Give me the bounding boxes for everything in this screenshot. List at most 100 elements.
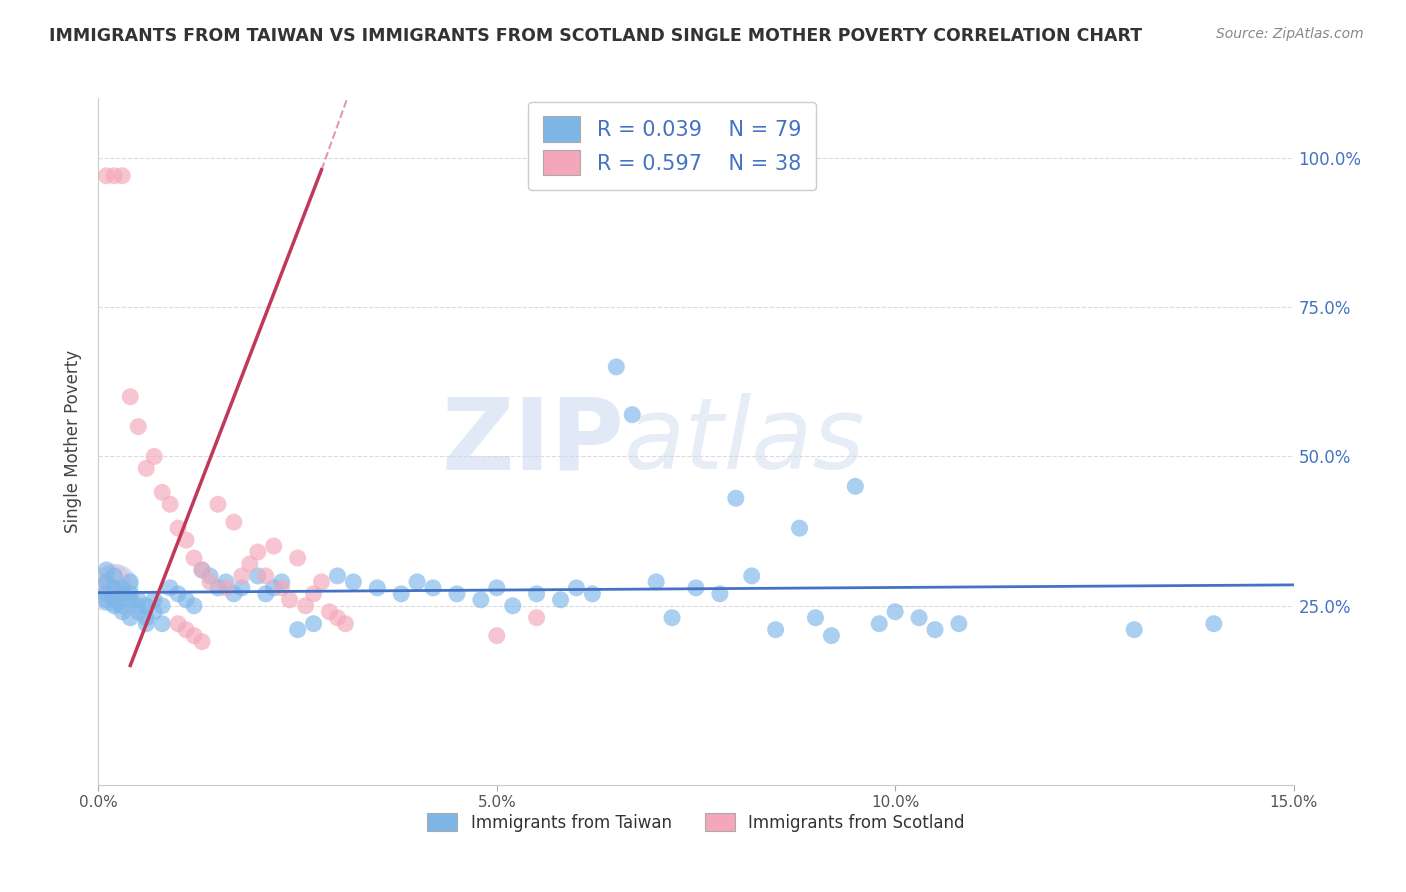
Point <box>103 599 125 613</box>
Point <box>254 587 277 601</box>
Point <box>270 581 292 595</box>
Point <box>96 169 118 183</box>
Point <box>183 599 205 613</box>
Point <box>150 485 173 500</box>
Point <box>103 592 125 607</box>
Text: IMMIGRANTS FROM TAIWAN VS IMMIGRANTS FROM SCOTLAND SINGLE MOTHER POVERTY CORRELA: IMMIGRANTS FROM TAIWAN VS IMMIGRANTS FRO… <box>49 27 1142 45</box>
Point <box>239 557 262 571</box>
Point <box>120 574 142 589</box>
Point <box>103 569 125 583</box>
Point <box>96 574 118 589</box>
Point <box>804 611 827 625</box>
Point <box>183 551 205 566</box>
Point <box>135 599 157 613</box>
Point <box>406 574 429 589</box>
Point <box>389 587 412 601</box>
Point <box>167 587 190 601</box>
Point <box>446 587 468 601</box>
Point <box>724 491 747 506</box>
Point <box>103 574 125 589</box>
Point <box>661 611 683 625</box>
Point <box>685 581 707 595</box>
Point <box>278 592 301 607</box>
Point <box>191 563 214 577</box>
Point <box>191 563 214 577</box>
Point <box>311 574 333 589</box>
Point <box>485 581 508 595</box>
Point <box>120 390 142 404</box>
Point <box>605 359 627 374</box>
Point <box>908 611 931 625</box>
Legend: Immigrants from Taiwan, Immigrants from Scotland: Immigrants from Taiwan, Immigrants from … <box>420 806 972 838</box>
Point <box>150 616 173 631</box>
Point <box>263 539 285 553</box>
Point <box>103 581 125 595</box>
Point <box>526 587 548 601</box>
Point <box>709 587 731 601</box>
Point <box>246 569 269 583</box>
Point <box>470 592 492 607</box>
Point <box>270 574 292 589</box>
Point <box>207 497 229 511</box>
Point <box>127 592 149 607</box>
Text: Source: ZipAtlas.com: Source: ZipAtlas.com <box>1216 27 1364 41</box>
Point <box>741 569 763 583</box>
Point <box>948 616 970 631</box>
Point <box>765 623 787 637</box>
Point <box>96 563 118 577</box>
Point <box>143 450 166 464</box>
Point <box>1123 623 1146 637</box>
Point <box>111 599 134 613</box>
Point <box>120 587 142 601</box>
Point <box>335 616 357 631</box>
Point <box>342 574 364 589</box>
Point <box>135 461 157 475</box>
Point <box>621 408 644 422</box>
Point <box>302 587 325 601</box>
Point <box>924 623 946 637</box>
Point <box>111 587 134 601</box>
Point <box>111 605 134 619</box>
Point <box>120 592 142 607</box>
Point <box>174 623 197 637</box>
Point <box>565 581 588 595</box>
Point <box>103 581 125 595</box>
Point <box>254 569 277 583</box>
Point <box>302 616 325 631</box>
Point <box>294 599 316 613</box>
Point <box>183 629 205 643</box>
Point <box>159 497 181 511</box>
Point <box>167 521 190 535</box>
Point <box>207 581 229 595</box>
Point <box>215 581 238 595</box>
Point <box>143 605 166 619</box>
Point <box>135 611 157 625</box>
Text: ZIP: ZIP <box>441 393 624 490</box>
Point <box>103 169 125 183</box>
Point <box>198 569 221 583</box>
Point <box>167 616 190 631</box>
Point <box>550 592 572 607</box>
Point <box>263 581 285 595</box>
Point <box>191 634 214 648</box>
Point <box>366 581 388 595</box>
Point <box>96 587 118 601</box>
Point <box>159 581 181 595</box>
Point <box>326 611 349 625</box>
Point <box>645 574 668 589</box>
Point <box>844 479 866 493</box>
Point <box>318 605 340 619</box>
Point <box>127 605 149 619</box>
Point <box>96 587 118 601</box>
Point <box>326 569 349 583</box>
Point <box>485 629 508 643</box>
Point <box>174 533 197 547</box>
Point <box>287 551 309 566</box>
Point <box>150 599 173 613</box>
Point <box>502 599 524 613</box>
Point <box>884 605 907 619</box>
Y-axis label: Single Mother Poverty: Single Mother Poverty <box>65 350 83 533</box>
Point <box>287 623 309 637</box>
Point <box>820 629 842 643</box>
Point <box>231 581 253 595</box>
